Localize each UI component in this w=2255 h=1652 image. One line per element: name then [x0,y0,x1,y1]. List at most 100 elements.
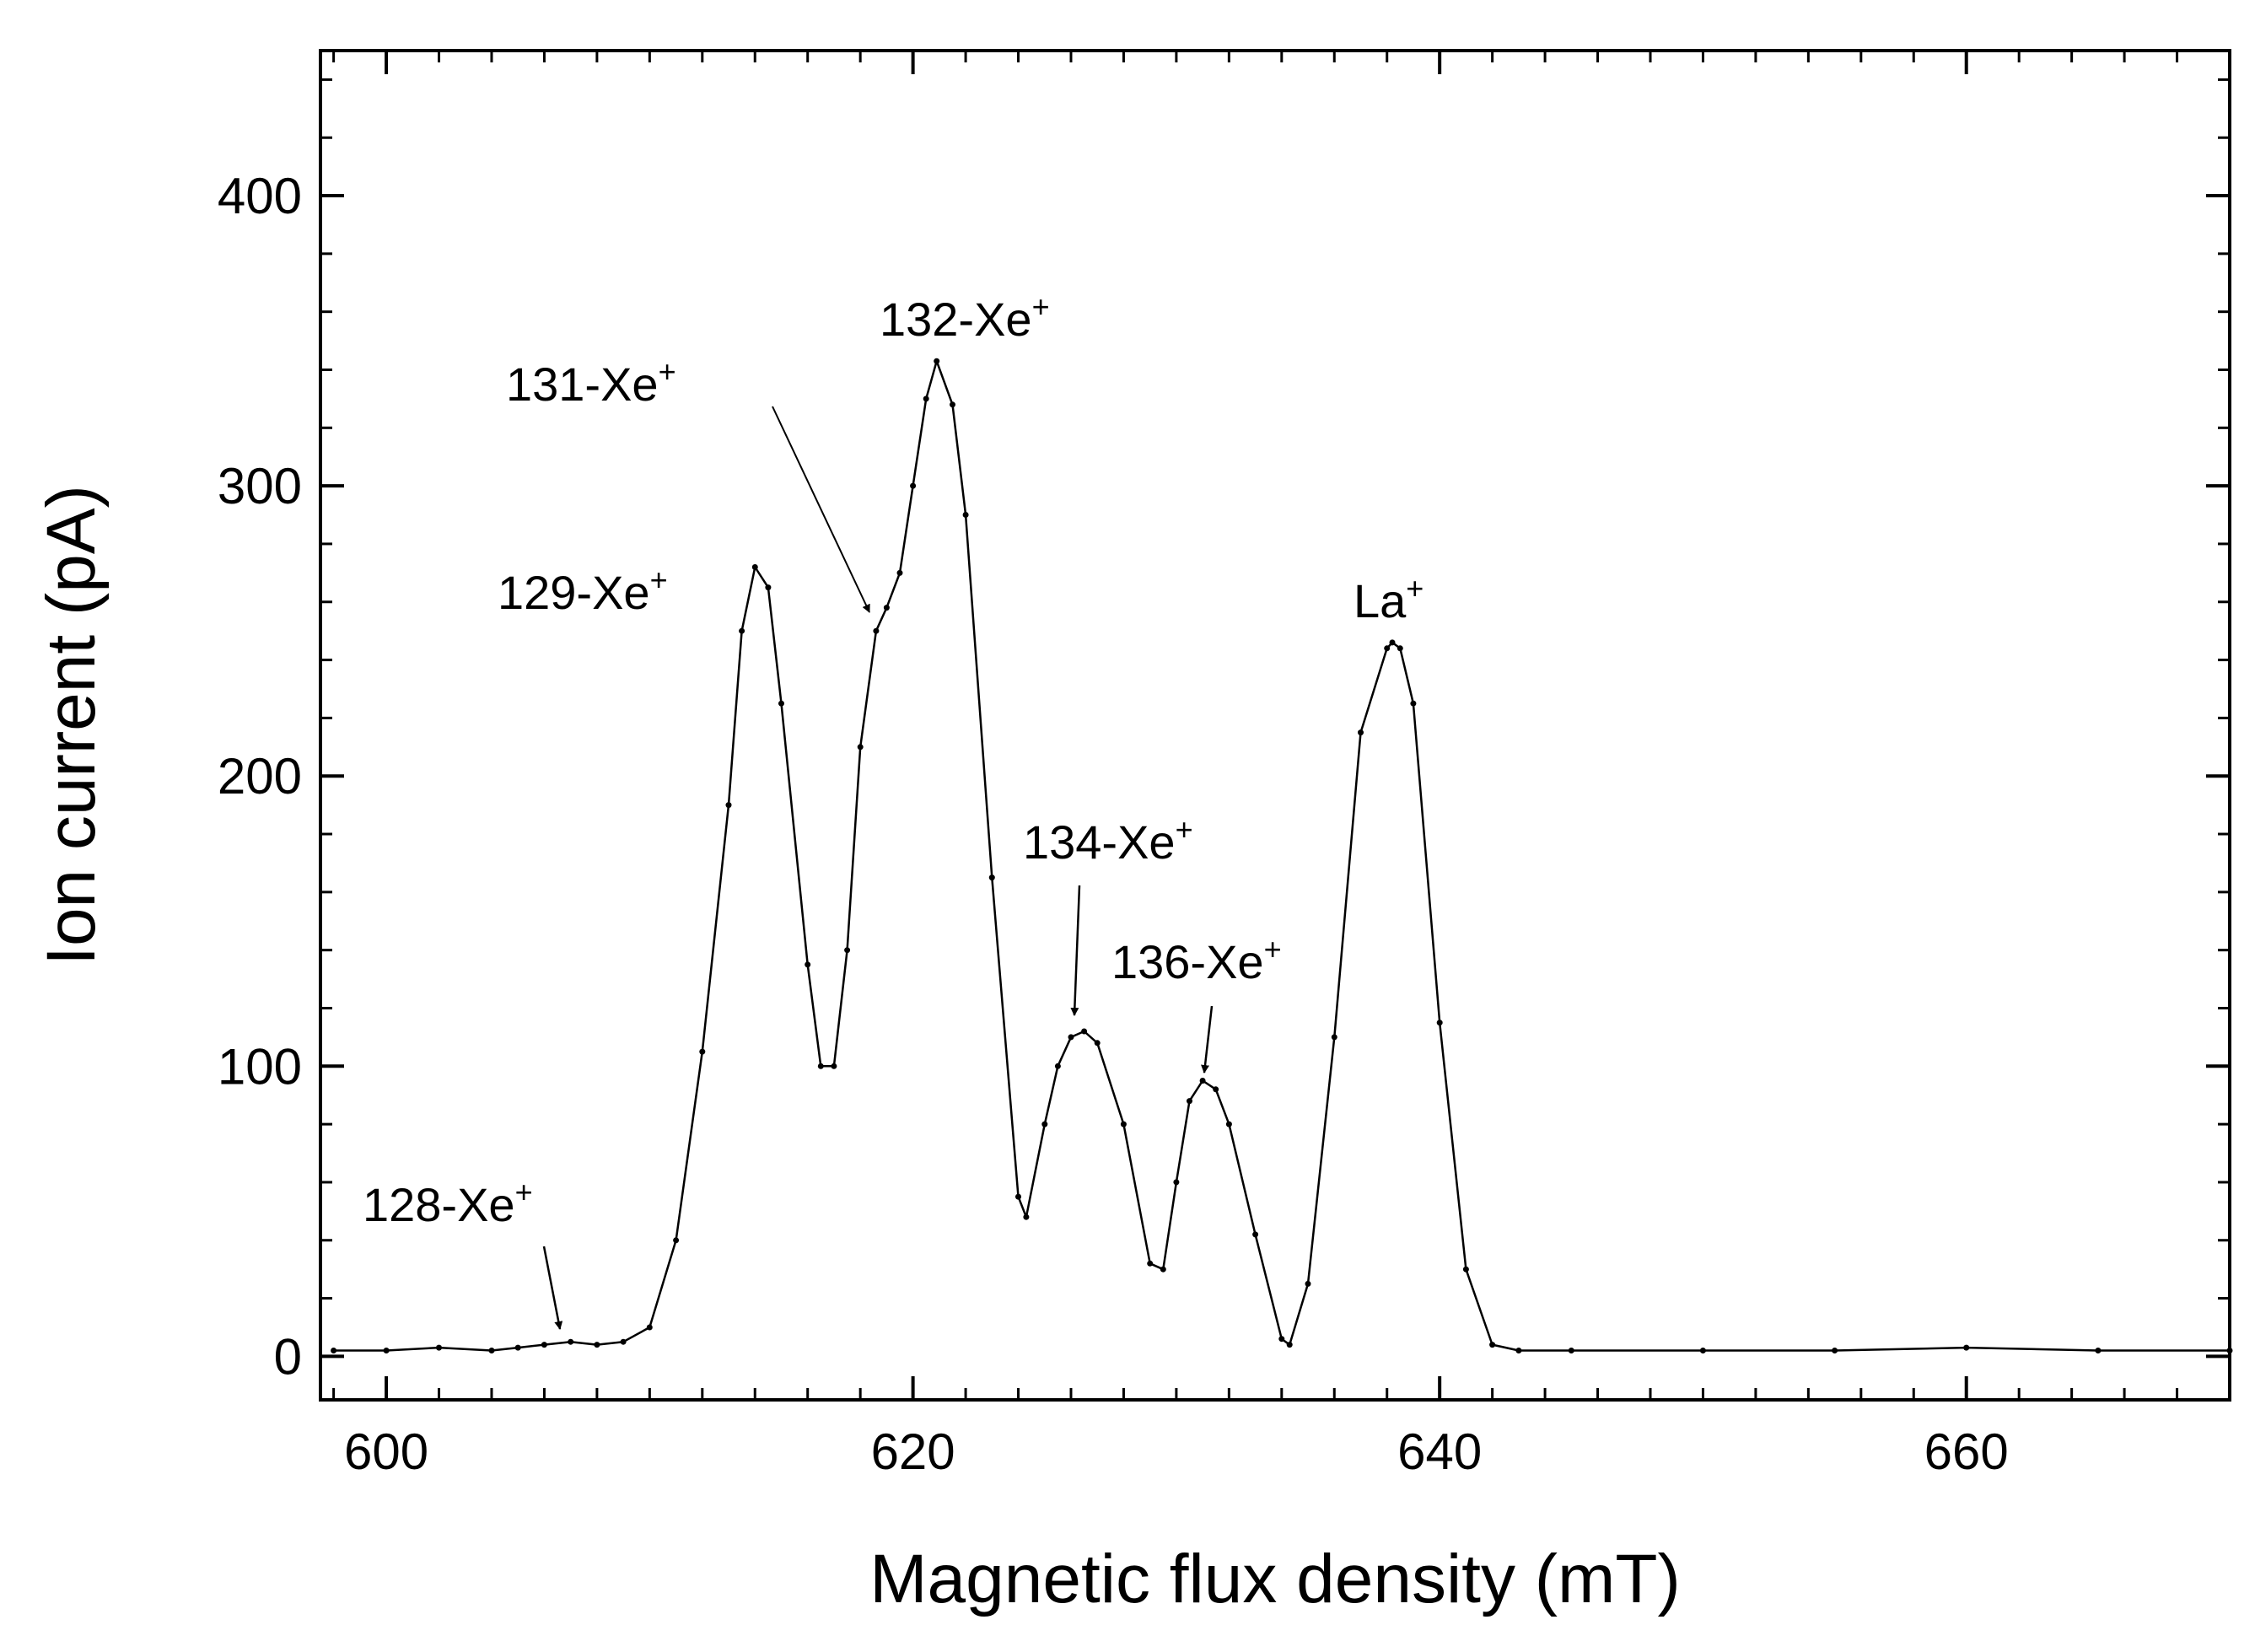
annotation-136-xe: 136-Xe+ [1111,932,1282,1074]
data-point [805,961,811,968]
data-point [331,1348,337,1353]
data-point [673,1237,680,1244]
data-point [883,605,890,611]
svg-text:131-Xe+: 131-Xe+ [506,354,676,411]
y-tick-label: 300 [218,458,302,514]
svg-text:134-Xe+: 134-Xe+ [1023,812,1193,869]
annotation-131-xe: 131-Xe+ [506,354,870,613]
data-point [514,1344,521,1351]
data-point [1278,1336,1285,1343]
data-point [1068,1034,1074,1041]
y-axis-title: Ion current (pA) [33,485,110,966]
x-axis-title: Magnetic flux density (mT) [869,1541,1681,1617]
data-point [383,1348,390,1353]
data-point [1094,1040,1101,1047]
data-point [1305,1280,1311,1287]
arrow-128-xe [542,1246,563,1330]
arrow-134-xe [1070,885,1081,1016]
data-point [934,358,940,364]
svg-text:La+: La+ [1354,571,1424,627]
data-point [699,1048,706,1055]
data-point [831,1063,837,1069]
data-point [1147,1260,1154,1267]
annotation-la: La+ [1354,571,1424,627]
data-point [1489,1342,1496,1348]
data-point [844,947,851,954]
data-point [1225,1121,1232,1127]
data-point [1397,645,1403,652]
svg-text:128-Xe+: 128-Xe+ [363,1175,533,1231]
series-layer [331,358,2233,1353]
data-point [817,1063,824,1069]
x-tick-label: 620 [871,1423,955,1480]
data-point [1054,1063,1061,1069]
data-point [1436,1020,1443,1026]
svg-text:129-Xe+: 129-Xe+ [498,562,668,619]
data-point [1199,1078,1206,1084]
data-point [1358,729,1364,736]
annotation-132-xe: 132-Xe+ [880,289,1050,346]
data-point [873,627,880,634]
data-point [1213,1086,1219,1093]
data-point [1515,1348,1522,1353]
data-point [739,627,745,634]
annotation-129-xe: 129-Xe+ [498,562,668,619]
data-point [646,1324,653,1331]
data-point [436,1344,442,1351]
data-point [1462,1266,1469,1273]
arrow-131-xe [772,406,870,613]
data-point [1015,1193,1021,1200]
arrow-136-xe [1201,1005,1214,1074]
data-point [1832,1348,1838,1353]
data-point [725,802,732,809]
x-tick-label: 640 [1397,1423,1482,1480]
data-point [568,1338,574,1345]
data-point [1699,1348,1706,1353]
data-point [896,569,903,576]
data-point [1384,645,1391,652]
data-point [541,1342,547,1348]
data-point [751,564,758,570]
series-line [333,359,2230,1352]
annotation-134-xe: 134-Xe+ [1023,812,1193,1016]
data-point [778,700,784,707]
x-tick-label: 660 [1924,1423,2009,1480]
data-point [765,584,772,591]
plot-frame [319,49,2231,1402]
svg-text:132-Xe+: 132-Xe+ [880,289,1050,346]
data-point [1331,1034,1337,1041]
svg-text:136-Xe+: 136-Xe+ [1111,932,1282,988]
y-tick-label: 200 [218,748,302,804]
data-point [1410,700,1417,707]
data-point [2095,1348,2102,1353]
data-point [1041,1121,1048,1127]
data-point [1963,1344,1970,1351]
data-point [1160,1266,1166,1273]
data-point [1286,1342,1293,1348]
axis-ticks [320,51,2231,1400]
data-point [857,744,864,751]
tick-labels: 600 620 640 660 0 100 200 300 400 [218,168,2009,1480]
data-point [910,482,917,489]
data-point [1023,1213,1030,1220]
data-point [1568,1348,1574,1353]
data-point [988,874,995,881]
y-tick-label: 0 [274,1328,302,1385]
annotation-128-xe: 128-Xe+ [363,1175,563,1330]
data-point [1389,639,1396,646]
y-tick-label: 400 [218,168,302,224]
data-point [923,396,929,402]
x-tick-label: 600 [344,1423,428,1480]
data-point [1120,1121,1127,1127]
data-point [1252,1231,1259,1238]
y-tick-label: 100 [218,1038,302,1095]
data-point [962,512,969,518]
data-point [1081,1028,1088,1035]
data-point [950,401,955,408]
data-point [594,1342,600,1348]
data-point [1187,1098,1192,1105]
data-point [1173,1179,1180,1186]
data-point [488,1348,495,1353]
data-point [620,1338,627,1345]
